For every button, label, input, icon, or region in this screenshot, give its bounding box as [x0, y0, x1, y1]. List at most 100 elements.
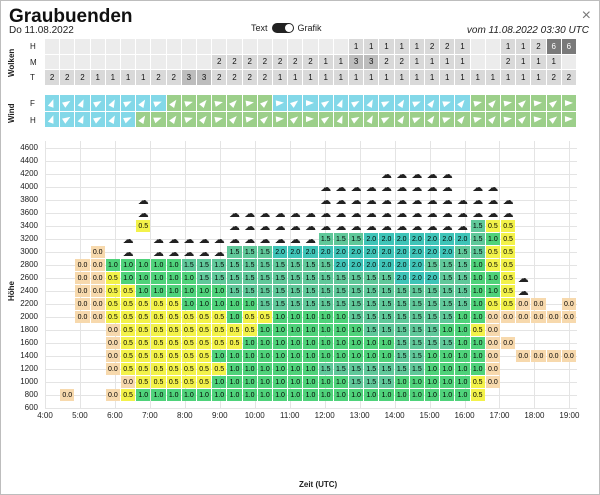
close-icon[interactable]: ×: [581, 7, 591, 24]
thermal-cell: 0.0: [105, 324, 120, 336]
cloud-cell: 1: [90, 70, 105, 85]
cloud-icon: ☁: [274, 207, 286, 220]
y-tick-label: 2400: [20, 286, 38, 295]
thermal-cell: 1.5: [257, 246, 272, 258]
cloud-icon: ☁: [396, 194, 408, 207]
thermal-cell: 1.5: [197, 259, 212, 271]
wind-cell: [561, 111, 576, 127]
thermal-cell: 0.5: [166, 324, 181, 336]
cloud-icon: ☁: [426, 168, 438, 181]
thermal-cell: 0.5: [105, 298, 120, 310]
thermal-cell: 1.5: [440, 311, 455, 323]
thermal-cell: 1.5: [318, 272, 333, 284]
thermal-cell: 1.5: [425, 311, 440, 323]
thermal-cell: 1.5: [394, 350, 409, 362]
view-toggle-switch[interactable]: [271, 23, 294, 33]
x-tick-label: 14:00: [384, 411, 405, 420]
wind-arrow-icon: [397, 114, 407, 125]
thermal-cell: 1.0: [257, 363, 272, 375]
thermal-cell: 0.5: [121, 389, 136, 401]
thermal-cell: 0.0: [105, 350, 120, 362]
cloud-cell: 1: [349, 39, 364, 54]
cloud-cell: 2: [257, 54, 272, 69]
thermal-cell: 1.0: [151, 285, 166, 297]
forecast-date: Do 11.08.2022: [9, 25, 74, 36]
thermal-cell: 0.5: [501, 259, 516, 271]
cloud-cell: 1: [394, 70, 409, 85]
x-tick-label: 18:00: [524, 411, 545, 420]
thermal-cell: 1.0: [197, 389, 212, 401]
thermal-cell: 1.0: [485, 272, 500, 284]
thermal-cell: 0.5: [105, 285, 120, 297]
thermal-cell: 0.5: [470, 376, 485, 388]
view-toggle-group: Text Grafik: [251, 23, 322, 33]
wind-cell: [318, 111, 333, 127]
cloud-cell: 1: [501, 39, 516, 54]
cloud-cell: 1: [516, 70, 531, 85]
thermal-cell: 1.5: [318, 298, 333, 310]
wind-arrow-icon: [412, 114, 422, 124]
thermal-cell: 1.5: [273, 298, 288, 310]
thermal-cell: 1.0: [136, 259, 151, 271]
thermal-cell: 1.0: [364, 389, 379, 401]
cloud-cell: [273, 39, 288, 54]
thermal-cell: 1.0: [455, 350, 470, 362]
thermal-cell: 1.0: [364, 350, 379, 362]
wind-arrow-icon: [245, 99, 255, 107]
cloud-cell: 2: [546, 70, 561, 85]
wind-cell: [45, 95, 60, 111]
thermal-cell: 1.0: [257, 389, 272, 401]
thermal-cell: 1.0: [318, 311, 333, 323]
thermal-cell: 1.0: [166, 259, 181, 271]
thermal-cell: 0.5: [212, 324, 227, 336]
cloud-cell: 1: [455, 70, 470, 85]
wind-cell: [318, 95, 333, 111]
cloud-cell: 2: [242, 54, 257, 69]
cloud-icon: ☁: [487, 194, 499, 207]
cloud-icon: ☁: [411, 168, 423, 181]
thermal-cell: 0.0: [75, 311, 90, 323]
cloud-cell: [121, 54, 136, 69]
wind-cell: [242, 95, 257, 111]
wind-arrow-icon: [518, 114, 529, 125]
thermal-cell: 1.0: [151, 259, 166, 271]
cloud-icon: ☁: [380, 168, 392, 181]
thermal-cell: 0.0: [501, 311, 516, 323]
thermal-cell: 1.0: [136, 285, 151, 297]
wind-cell: [257, 95, 272, 111]
wind-arrow-icon: [153, 115, 164, 124]
wind-arrow-icon: [564, 116, 573, 123]
thermal-cell: 0.0: [90, 246, 105, 258]
thermal-cell: 1.0: [455, 363, 470, 375]
thermal-cell: 0.0: [531, 311, 546, 323]
cloud-icon: ☁: [365, 181, 377, 194]
cloud-icon: ☁: [365, 194, 377, 207]
wind-arrow-icon: [290, 114, 301, 125]
wind-arrow-icon: [184, 115, 194, 124]
thermal-cell: 1.0: [227, 298, 242, 310]
cloud-cell: [166, 39, 181, 54]
thermal-cell: 1.5: [379, 285, 394, 297]
cloud-icon: ☁: [168, 233, 180, 246]
thermal-cell: 0.0: [531, 298, 546, 310]
thermal-cell: 1.0: [455, 389, 470, 401]
thermal-cell: 1.5: [349, 285, 364, 297]
thermal-cell: 1.0: [303, 350, 318, 362]
thermal-cell: 1.0: [394, 376, 409, 388]
thermal-cell: 1.5: [349, 298, 364, 310]
wind-arrow-icon: [138, 97, 148, 108]
wind-cell: [136, 111, 151, 127]
wind-cell: [181, 95, 196, 111]
region-title: Graubuenden: [9, 6, 133, 27]
wind-arrow-icon: [92, 98, 103, 108]
cloud-cell: [212, 39, 227, 54]
cloud-icon: ☁: [137, 207, 149, 220]
thermal-cell: 1.5: [257, 272, 272, 284]
thermal-cell: 0.5: [166, 311, 181, 323]
wind-cell: [561, 95, 576, 111]
thermal-cell: 0.5: [166, 363, 181, 375]
wind-arrow-icon: [442, 115, 453, 124]
thermal-cell: 1.5: [242, 246, 257, 258]
cloud-cell: [242, 39, 257, 54]
thermal-cell: 1.0: [273, 324, 288, 336]
